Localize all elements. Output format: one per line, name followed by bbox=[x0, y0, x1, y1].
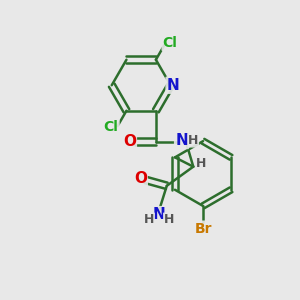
Text: N: N bbox=[153, 207, 166, 222]
Text: Br: Br bbox=[194, 222, 212, 236]
Text: H: H bbox=[164, 213, 174, 226]
Text: Cl: Cl bbox=[104, 121, 119, 134]
Text: O: O bbox=[123, 134, 136, 149]
Text: H: H bbox=[144, 213, 154, 226]
Text: N: N bbox=[175, 133, 188, 148]
Text: H: H bbox=[196, 157, 207, 169]
Text: O: O bbox=[134, 171, 147, 186]
Text: H: H bbox=[188, 134, 199, 147]
Text: Cl: Cl bbox=[163, 36, 178, 50]
Text: N: N bbox=[167, 78, 179, 93]
